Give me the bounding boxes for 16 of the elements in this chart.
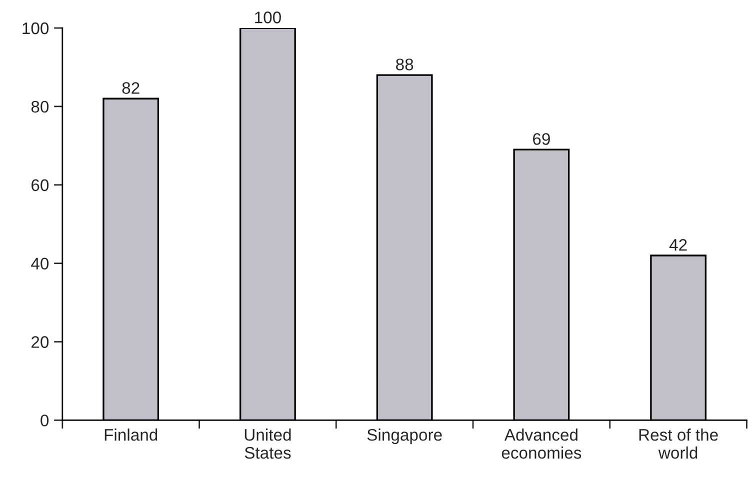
x-tick-label: Finland: [104, 428, 158, 441]
y-tick-label: 60: [32, 179, 49, 192]
data-label: 69: [533, 133, 550, 145]
y-tick-label: 100: [22, 22, 49, 34]
y-tick-label: 40: [31, 258, 49, 270]
x-tick-label: Rest of the world: [639, 428, 718, 459]
data-label: 42: [669, 239, 687, 251]
x-tick-label: Advanced economies: [502, 428, 582, 459]
y-tick-label: 20: [32, 336, 49, 348]
y-tick-label: 0: [40, 414, 49, 426]
x-tick-label: United States: [244, 428, 291, 459]
y-tick-label: 80: [31, 100, 49, 113]
data-label: 88: [396, 58, 414, 70]
data-label: 82: [122, 82, 140, 94]
x-tick-label: Singapore: [367, 428, 442, 444]
data-label: 100: [255, 12, 281, 24]
